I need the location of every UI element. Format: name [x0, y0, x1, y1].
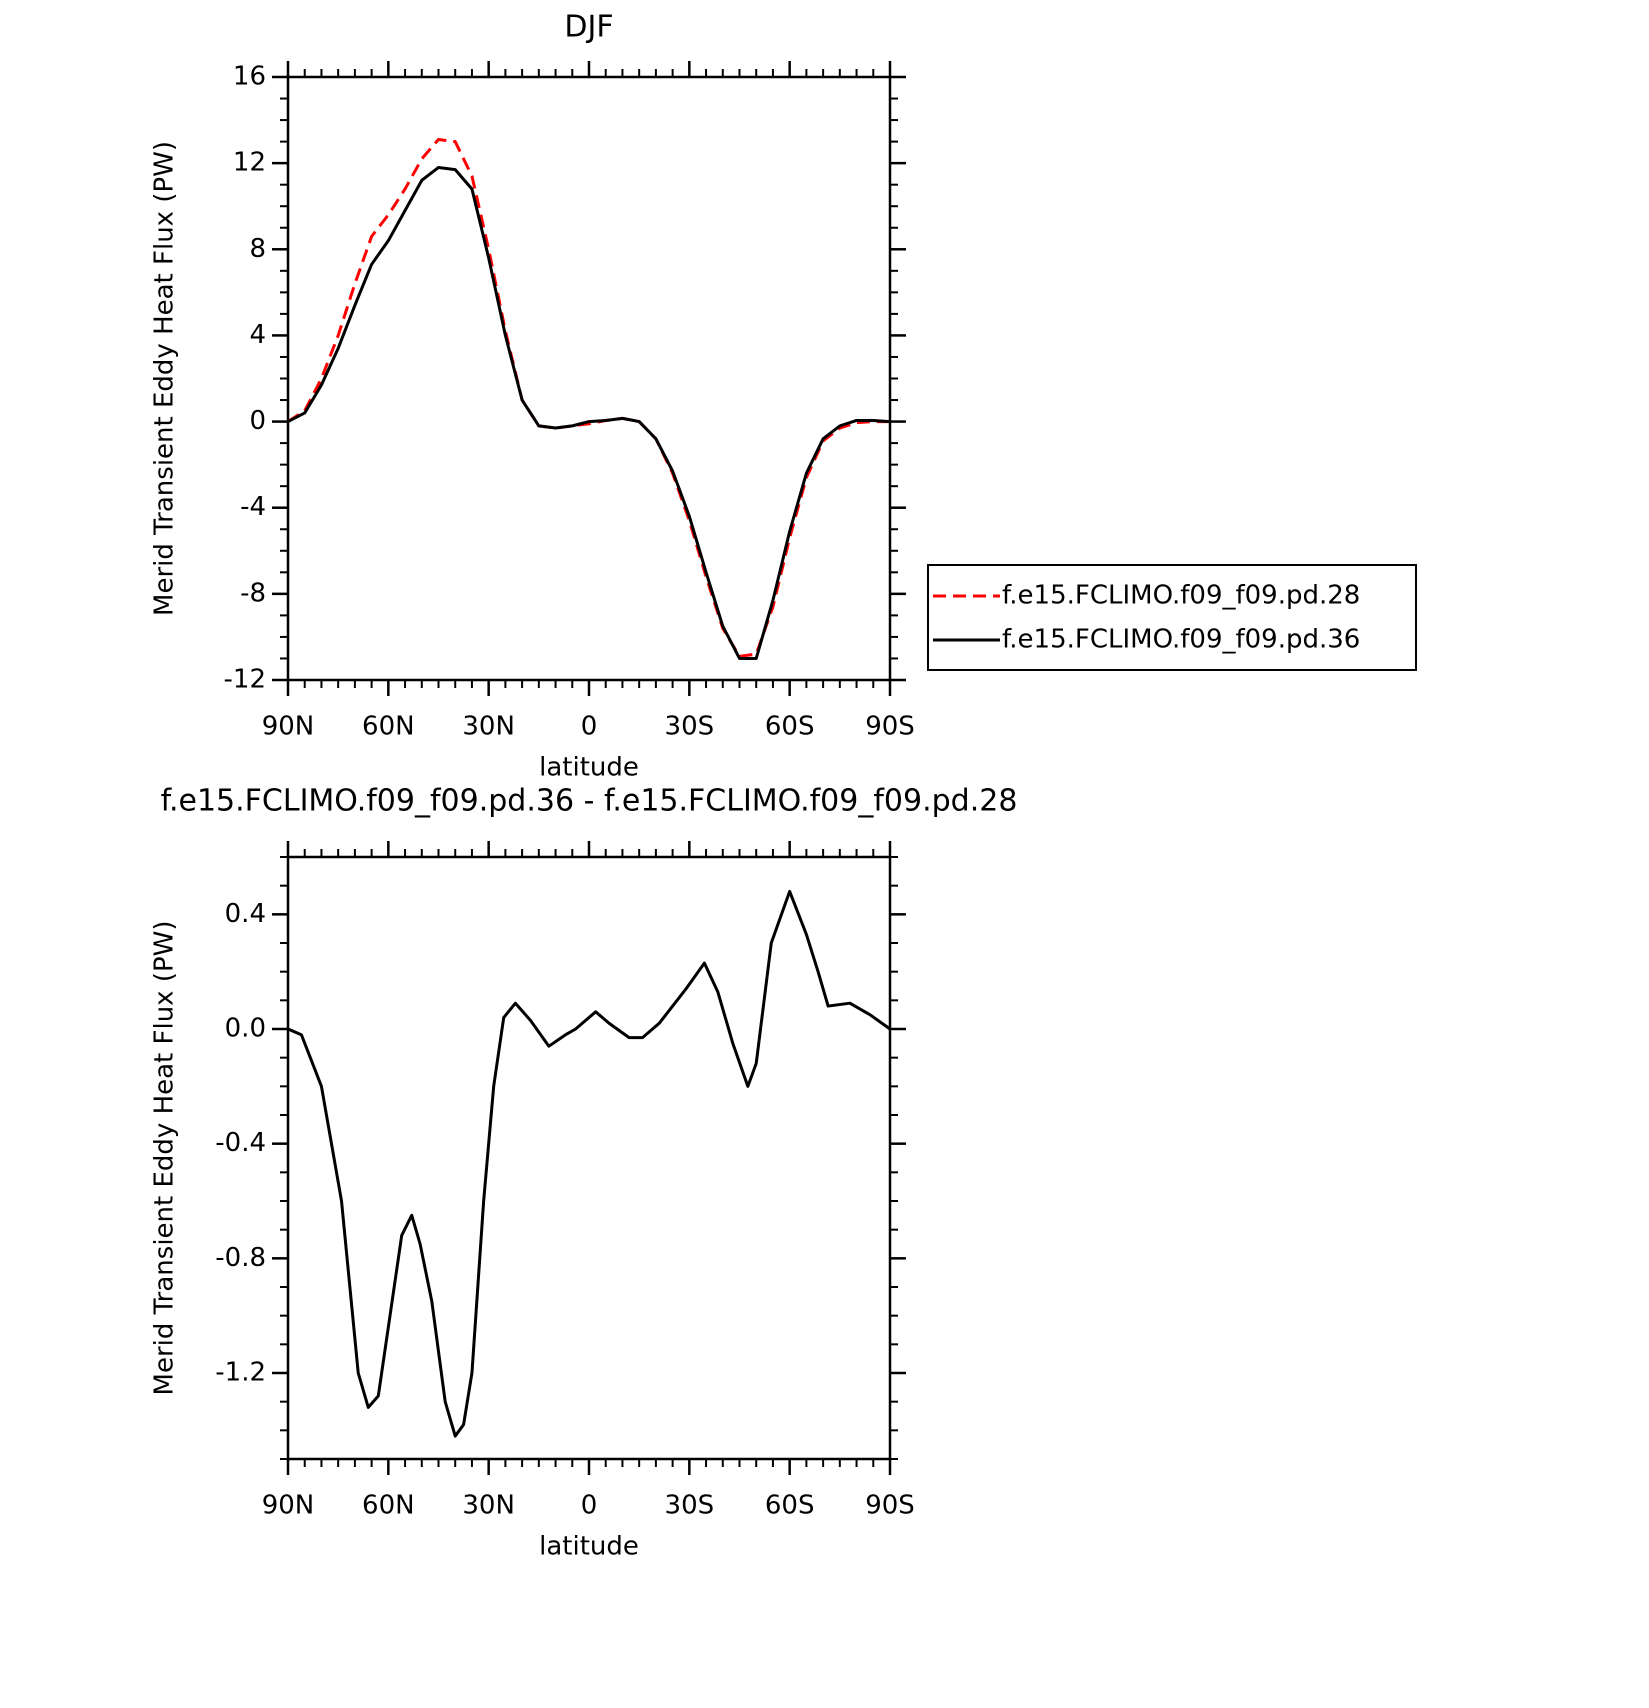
- x-tick-label: 60S: [765, 1491, 815, 1521]
- x-tick-label: 60N: [362, 1491, 415, 1521]
- chart-title: DJF: [564, 10, 613, 45]
- y-tick-label: 4: [249, 320, 266, 350]
- x-tick-label: 30S: [665, 712, 715, 742]
- x-tick-label: 60S: [765, 712, 815, 742]
- x-tick-label: 30N: [462, 1491, 515, 1521]
- y-tick-label: -0.8: [215, 1243, 266, 1273]
- plot-frame: [286, 75, 892, 682]
- y-axis-label: Merid Transient Eddy Heat Flux (PW): [150, 141, 180, 616]
- y-tick-label: -4: [240, 492, 266, 522]
- x-tick-label: 90N: [262, 712, 315, 742]
- data-line: [287, 137, 890, 658]
- y-tick-label: -1.2: [215, 1358, 266, 1388]
- data-line: [287, 165, 891, 660]
- legend-box: [927, 564, 1417, 671]
- x-tick-label: 0: [581, 1491, 598, 1521]
- x-tick-label: 90S: [865, 1491, 915, 1521]
- legend-label: f.e15.FCLIMO.f09_f09.pd.36: [1002, 625, 1360, 655]
- data-line: [287, 889, 891, 1438]
- legend-label: f.e15.FCLIMO.f09_f09.pd.28: [1002, 581, 1360, 611]
- y-axis-label: Merid Transient Eddy Heat Flux (PW): [150, 921, 180, 1396]
- x-axis-label: latitude: [539, 753, 639, 783]
- y-tick-label: 16: [233, 62, 266, 92]
- x-tick-label: 0: [581, 712, 598, 742]
- plot-frame: [286, 855, 892, 1461]
- y-tick-label: 0.4: [225, 899, 266, 929]
- y-tick-label: 12: [233, 148, 266, 178]
- y-tick-label: -12: [224, 665, 266, 695]
- x-tick-label: 90S: [865, 712, 915, 742]
- x-axis-label: latitude: [539, 1532, 639, 1562]
- x-tick-label: 60N: [362, 712, 415, 742]
- y-tick-label: 0: [249, 406, 266, 436]
- x-tick-label: 90N: [262, 1491, 315, 1521]
- y-tick-label: 8: [249, 234, 266, 264]
- chart-title: f.e15.FCLIMO.f09_f09.pd.36 - f.e15.FCLIM…: [161, 784, 1018, 819]
- x-tick-label: 30S: [665, 1491, 715, 1521]
- x-tick-label: 30N: [462, 712, 515, 742]
- y-tick-label: -0.4: [215, 1128, 266, 1158]
- y-tick-label: 0.0: [225, 1014, 266, 1044]
- y-tick-label: -8: [240, 578, 266, 608]
